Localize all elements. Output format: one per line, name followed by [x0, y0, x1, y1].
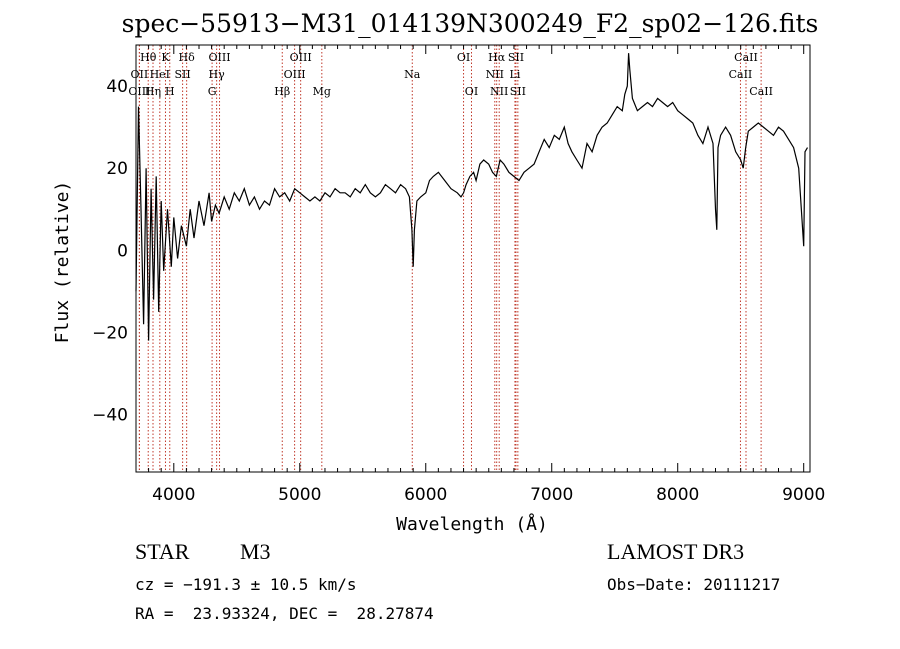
line-marker-label: K — [161, 51, 170, 64]
x-tick-label: 4000 — [152, 485, 195, 505]
y-axis-label: Flux (relative) — [52, 181, 73, 344]
observation-date: Obs−Date: 20111217 — [607, 575, 781, 594]
object-class: STAR — [135, 539, 190, 564]
line-marker-label: H — [165, 85, 175, 98]
line-marker-label: Hδ — [179, 51, 196, 64]
line-marker-label: Hβ — [274, 85, 290, 98]
object-subclass: M3 — [240, 539, 271, 564]
line-marker-label: Na — [404, 68, 421, 81]
line-marker-label: Li — [510, 68, 521, 81]
line-marker-label: OII — [131, 68, 149, 81]
line-marker-label: NII — [486, 68, 504, 81]
spectrum-line — [135, 53, 809, 341]
line-marker-label: CaII — [729, 68, 753, 81]
line-marker-label: Hη — [145, 85, 161, 98]
plot-frame — [135, 44, 811, 473]
x-tick-label: 9000 — [782, 485, 825, 505]
x-tick-label: 6000 — [404, 485, 447, 505]
line-marker-label: SII — [508, 51, 524, 64]
line-marker-label: G — [208, 85, 217, 98]
y-tick-label: 40 — [106, 77, 128, 97]
line-marker-label: Mg — [313, 85, 331, 98]
line-marker-label: Hθ — [140, 51, 157, 64]
redshift-info: cz = −191.3 ± 10.5 km/s — [135, 575, 357, 594]
coordinates: RA = 23.93324, DEC = 28.27874 — [135, 604, 434, 623]
survey-name: LAMOST DR3 — [607, 539, 745, 564]
x-axis-label: Wavelength (Å) — [396, 513, 548, 535]
line-marker-label: OI — [465, 85, 478, 98]
line-markers — [138, 45, 762, 472]
line-marker-label: OI — [457, 51, 470, 64]
y-tick-label: 0 — [117, 241, 128, 261]
line-marker-label: OIII — [284, 68, 306, 81]
y-axis-ticks: −40 −20 0 20 40 — [92, 77, 128, 425]
line-marker-label: OIII — [208, 51, 230, 64]
line-marker-label: SII — [510, 85, 526, 98]
line-marker-label: HeI — [150, 68, 170, 81]
y-tick-label: 20 — [106, 159, 128, 179]
line-marker-label: CaII — [749, 85, 773, 98]
chart-title: spec−55913−M31_014139N300249_F2_sp02−126… — [122, 9, 819, 38]
line-marker-label: Hα — [488, 51, 506, 64]
line-marker-label: SII — [174, 68, 190, 81]
x-tick-label: 8000 — [656, 485, 699, 505]
x-axis-ticks: 4000 5000 6000 7000 8000 9000 — [135, 45, 825, 505]
line-marker-label: NII — [490, 85, 508, 98]
x-tick-label: 7000 — [530, 485, 573, 505]
line-marker-label: Hγ — [209, 68, 226, 81]
line-marker-label: CaII — [734, 51, 758, 64]
y-tick-label: −40 — [92, 406, 128, 426]
y-tick-label: −20 — [92, 323, 128, 343]
line-marker-label: OIII — [290, 51, 312, 64]
line-marker-label: OIII — [128, 85, 150, 98]
x-tick-label: 5000 — [278, 485, 321, 505]
